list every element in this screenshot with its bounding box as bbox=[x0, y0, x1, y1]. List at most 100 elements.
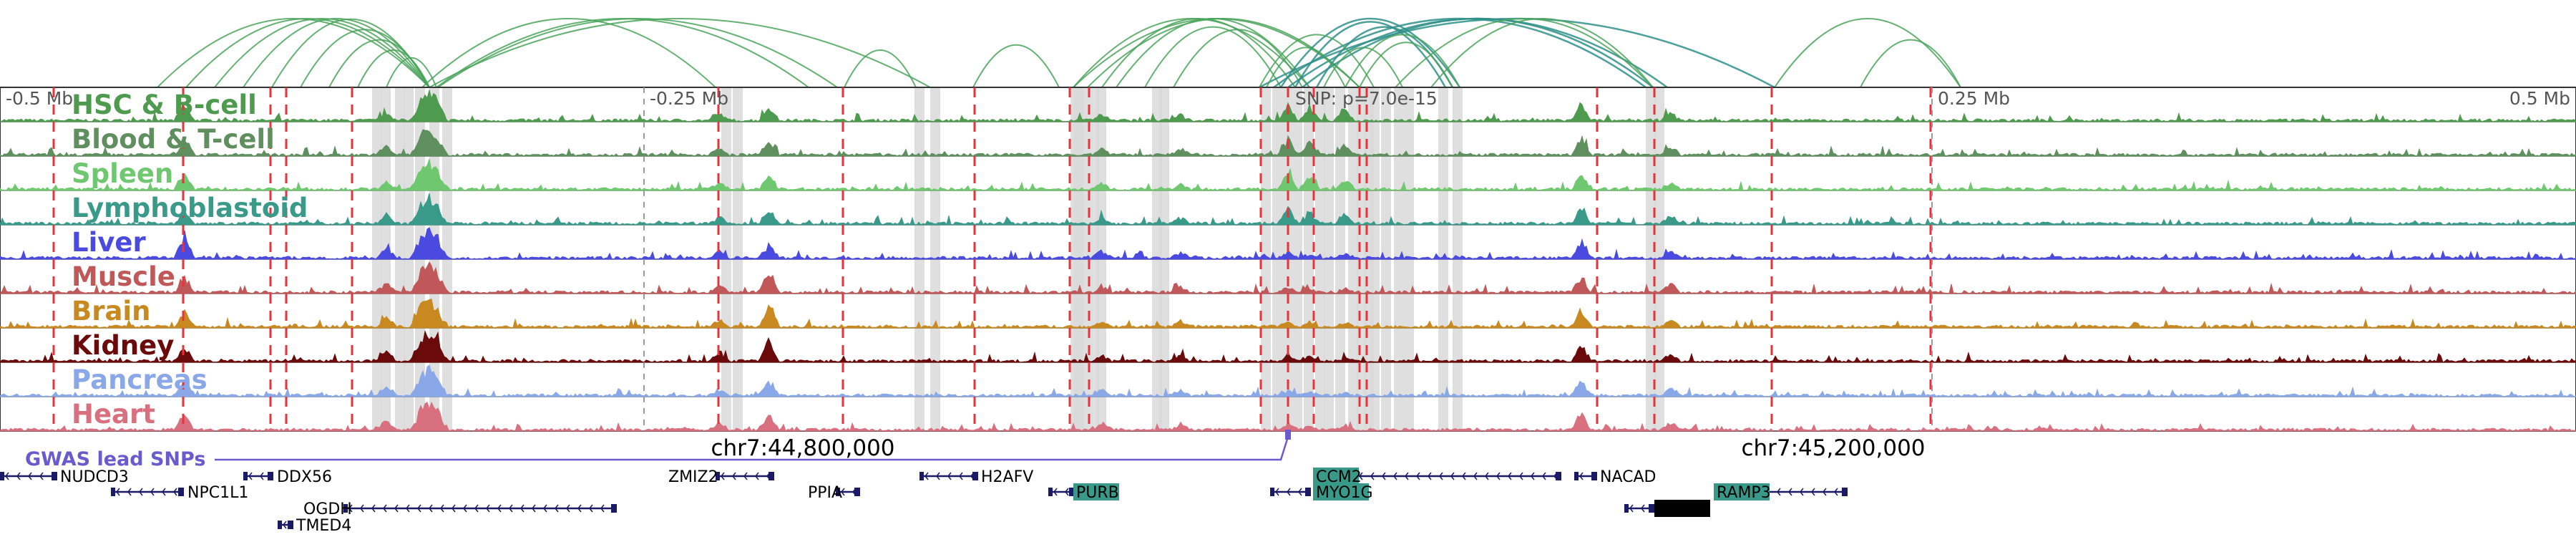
distance-axis: -0.5 Mb -0.25 Mb 0.25 Mb 0.5 Mb SNP: p=7.0e-… bbox=[6, 87, 2570, 431]
gene-strand-arrow bbox=[1298, 488, 1302, 496]
gene-exon bbox=[278, 521, 282, 529]
axis-tick-label: -0.25 Mb bbox=[650, 88, 728, 109]
axis-tick-label: 0.25 Mb bbox=[1938, 88, 2010, 109]
gene-exon bbox=[769, 472, 774, 480]
gene-strand-arrow bbox=[721, 472, 725, 480]
gene-strand-arrow bbox=[1065, 488, 1069, 496]
gene-exon bbox=[268, 472, 273, 480]
chromatin-loop-arc bbox=[1294, 21, 1447, 88]
gene-strand-arrow bbox=[1370, 472, 1375, 480]
gene-label-badge bbox=[1073, 483, 1119, 500]
chromatin-loop-arc bbox=[1173, 29, 1303, 88]
gene-strand-arrow bbox=[429, 504, 433, 513]
gene-ramp3: RAMP3 bbox=[1714, 483, 1848, 502]
gene-strand-arrow bbox=[600, 504, 605, 513]
gene-strand-arrow bbox=[371, 504, 376, 513]
gene-strand-arrow bbox=[1800, 488, 1804, 496]
gene-strand-arrow bbox=[463, 504, 467, 513]
gene-nudcd3: NUDCD3 bbox=[0, 468, 129, 486]
gene-label-badge bbox=[1313, 483, 1369, 500]
chromatin-loop-arc bbox=[1345, 34, 1460, 88]
gene-strand-arrow bbox=[1811, 488, 1815, 496]
chromatin-loop-arc bbox=[1395, 18, 1654, 88]
gene-label: NPC1L1 bbox=[187, 484, 248, 502]
gene-exon bbox=[1305, 488, 1311, 496]
track-signal bbox=[0, 364, 2576, 397]
track-label: Brain bbox=[72, 296, 150, 326]
genomic-coordinate-label: chr7:45,200,000 bbox=[1741, 435, 1925, 461]
gene-zmiz2: ZMIZ2 bbox=[668, 468, 774, 486]
chromatin-loop-arc bbox=[1144, 26, 1282, 88]
gene-tmed4: TMED4 bbox=[278, 517, 351, 535]
gene-strand-arrow bbox=[924, 472, 929, 480]
gene-label: DDX56 bbox=[277, 468, 332, 486]
gene-strand-arrow bbox=[406, 504, 410, 513]
gene-strand-arrow bbox=[116, 488, 120, 496]
gene-exon bbox=[919, 472, 924, 480]
gene-strand-arrow bbox=[1405, 472, 1409, 480]
gene-strand-arrow bbox=[1834, 488, 1838, 496]
gene-ppia: PPIA bbox=[808, 484, 860, 502]
gene-strand-arrow bbox=[1641, 504, 1645, 513]
gene-exon bbox=[1048, 488, 1053, 496]
gene-exon bbox=[1574, 472, 1579, 480]
chromatin-loop-arc bbox=[185, 18, 430, 88]
gene-strand-arrow bbox=[1473, 472, 1478, 480]
gene-strand-arrow bbox=[452, 504, 456, 513]
chromatin-loop-arc bbox=[429, 18, 931, 88]
gene-exon bbox=[1842, 488, 1848, 496]
gene-exon bbox=[52, 472, 57, 480]
gene-label: H2AFV bbox=[981, 468, 1033, 486]
gene-strand-arrow bbox=[841, 488, 845, 496]
chromatin-loop-arc bbox=[972, 44, 1060, 88]
gene-strand-arrow bbox=[173, 488, 177, 496]
gene-strand-arrow bbox=[1382, 472, 1386, 480]
genomic-coordinate-label: chr7:44,800,000 bbox=[711, 435, 894, 461]
gene-strand-arrow bbox=[1485, 472, 1489, 480]
gene-strand-arrow bbox=[743, 472, 748, 480]
gene-exon bbox=[343, 504, 348, 513]
gene-strand-arrow bbox=[1359, 472, 1363, 480]
gene-strand-arrow bbox=[150, 488, 155, 496]
gene-exon bbox=[972, 472, 978, 480]
gene-label: TMED4 bbox=[296, 517, 351, 535]
gene-strand-arrow bbox=[566, 504, 570, 513]
snp-pvalue-label: SNP: p=7.0e-15 bbox=[1295, 88, 1438, 109]
gene-strand-arrow bbox=[1519, 472, 1523, 480]
gene-exon bbox=[716, 472, 720, 480]
gene-strand-arrow bbox=[1496, 472, 1501, 480]
gene-ogdh: OGDH bbox=[303, 500, 617, 518]
gene-exon bbox=[854, 488, 860, 496]
gene-label-badge bbox=[1714, 483, 1770, 500]
chromatin-loop-arc bbox=[1116, 18, 1310, 88]
chromatin-loop-arc bbox=[1430, 18, 1654, 88]
gene-strand-arrow bbox=[1393, 472, 1397, 480]
gene-strand-arrow bbox=[394, 504, 399, 513]
gene-label: ZMIZ2 bbox=[668, 468, 718, 486]
track-label: Blood & T-cell bbox=[72, 124, 275, 155]
gwas-snp-marker bbox=[1285, 430, 1291, 440]
gene-strand-arrow bbox=[1275, 488, 1279, 496]
chromatin-loop-arc bbox=[243, 18, 430, 88]
gene-exon bbox=[288, 521, 293, 529]
chromatin-loop-arc bbox=[214, 18, 430, 88]
gene-strand-arrow bbox=[1579, 472, 1584, 480]
gene-strand-arrow bbox=[28, 472, 32, 480]
gene-label: OGDH bbox=[303, 500, 352, 518]
track-label: Kidney bbox=[72, 330, 174, 361]
gene-label-badge bbox=[1313, 468, 1359, 485]
gene-strand-arrow bbox=[1508, 472, 1512, 480]
gene-exon bbox=[243, 472, 248, 480]
gwas-track: GWAS lead SNPs chr7:44,800,000 chr7:45,200… bbox=[25, 430, 1926, 470]
gene-strand-arrow bbox=[555, 504, 559, 513]
gene-label: PURB bbox=[1076, 484, 1119, 502]
gene-exon bbox=[1591, 472, 1597, 480]
gene-strand-arrow bbox=[248, 472, 253, 480]
gwas-track-label: GWAS lead SNPs bbox=[25, 448, 205, 470]
gene-strand-arrow bbox=[936, 472, 940, 480]
chromatin-loop-arc bbox=[1266, 47, 1346, 88]
gene-strand-arrow bbox=[1287, 488, 1291, 496]
